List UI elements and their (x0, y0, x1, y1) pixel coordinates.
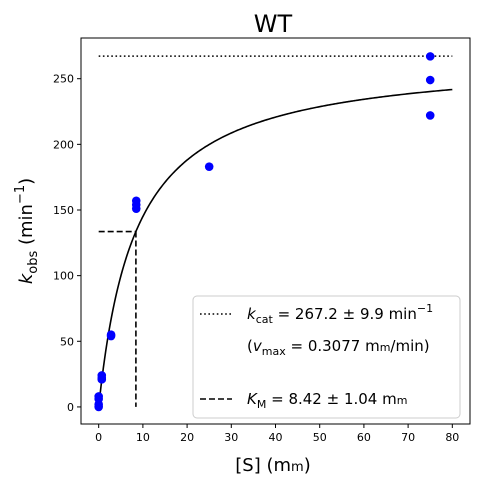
y-tick-label: 100 (53, 270, 74, 283)
x-tick-label: 70 (401, 431, 415, 444)
legend: kcat = 267.2 ± 9.9 min−1 (vmax = 0.3077 … (192, 295, 461, 419)
x-tick-label: 60 (357, 431, 371, 444)
x-axis-title: [S] (mm) (235, 455, 310, 476)
y-tick-label: 150 (53, 204, 74, 217)
data-points (94, 52, 435, 412)
y-axis-ticks: 0 50 100 150 200 250 (53, 73, 81, 414)
x-tick-label: 30 (224, 431, 238, 444)
x-tick-label: 50 (313, 431, 327, 444)
plot-area: 0 10 20 30 40 50 60 70 80 0 50 100 150 200 250 (53, 37, 471, 444)
x-axis-ticks: 0 10 20 30 40 50 60 70 80 (95, 424, 459, 444)
data-point (106, 330, 116, 340)
x-tick-label: 10 (136, 431, 150, 444)
fit-curve (97, 88, 453, 408)
x-tick-label: 0 (95, 431, 102, 444)
data-point (131, 196, 141, 206)
data-point (204, 162, 214, 171)
data-point (94, 392, 103, 401)
y-tick-label: 250 (53, 73, 74, 86)
reference-lines (98, 55, 453, 407)
legend-box (192, 295, 461, 419)
data-point (425, 75, 435, 85)
x-tick-label: 20 (180, 431, 194, 444)
data-point (425, 52, 435, 61)
legend-vmax-label: (vmax = 0.3077 mm/min) (247, 337, 430, 358)
legend-kcat-label: kcat = 267.2 ± 9.9 min−1 (247, 302, 433, 326)
y-tick-label: 200 (53, 138, 74, 151)
y-tick-label: 50 (60, 335, 74, 348)
data-point (97, 371, 107, 380)
x-tick-label: 40 (269, 431, 283, 444)
y-axis-title: kobs (min−1) (13, 178, 41, 284)
data-point (425, 111, 435, 120)
y-tick-label: 0 (67, 401, 74, 414)
x-tick-label: 80 (445, 431, 459, 444)
legend-km-label: KM = 8.42 ± 1.04 mm (247, 390, 407, 411)
chart-title: WT (254, 10, 293, 38)
